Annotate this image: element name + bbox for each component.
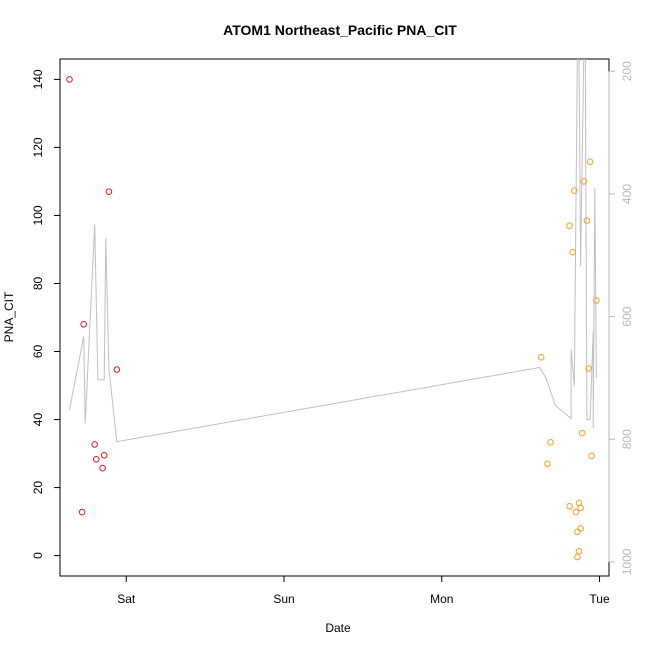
plot-frame bbox=[59, 58, 610, 577]
x-axis: Sat Sun Mon Tue bbox=[117, 575, 610, 606]
y-tick-label: 140 bbox=[31, 69, 45, 89]
series-line bbox=[69, 59, 597, 443]
data-point bbox=[566, 222, 573, 229]
data-point bbox=[566, 503, 573, 510]
data-point bbox=[575, 547, 583, 555]
data-point bbox=[593, 297, 600, 304]
data-point bbox=[113, 366, 121, 373]
x-tick-label: Sat bbox=[117, 592, 136, 606]
y-tick-label: 120 bbox=[31, 137, 45, 157]
y-axis-right: 200 400 600 800 1000 bbox=[608, 61, 634, 575]
x-tick-label: Mon bbox=[430, 592, 453, 606]
y2-tick-label: 800 bbox=[620, 429, 634, 449]
data-point bbox=[544, 460, 551, 468]
y-tick-label: 0 bbox=[31, 552, 45, 559]
y-tick-label: 100 bbox=[31, 205, 45, 225]
y-tick-label: 80 bbox=[31, 276, 45, 290]
data-point bbox=[569, 248, 577, 256]
data-point bbox=[91, 441, 98, 448]
data-point bbox=[574, 528, 581, 536]
pressure-line-layer bbox=[69, 59, 597, 443]
data-point bbox=[93, 456, 100, 463]
data-point bbox=[586, 158, 594, 165]
data-point bbox=[580, 178, 588, 185]
data-point bbox=[572, 508, 580, 516]
x-tick-label: Sun bbox=[273, 592, 294, 606]
data-point bbox=[578, 429, 586, 437]
y-tick-label: 20 bbox=[31, 481, 45, 495]
y2-tick-label: 200 bbox=[620, 61, 634, 81]
data-point bbox=[66, 76, 73, 83]
data-point bbox=[583, 217, 591, 224]
y-tick-label: 40 bbox=[31, 413, 45, 427]
data-point bbox=[80, 321, 87, 328]
y2-tick-label: 400 bbox=[620, 184, 634, 204]
y-axis-label: PNA_CIT bbox=[2, 291, 16, 342]
data-point bbox=[574, 553, 581, 561]
data-point bbox=[577, 504, 584, 512]
chart-title: ATOM1 Northeast_Pacific PNA_CIT bbox=[223, 22, 457, 38]
data-point bbox=[585, 365, 592, 372]
data-point bbox=[99, 464, 106, 472]
x-axis-label: Date bbox=[325, 621, 351, 635]
data-point bbox=[588, 452, 595, 460]
y2-tick-label: 600 bbox=[620, 306, 634, 326]
data-point bbox=[537, 354, 545, 361]
y2-tick-label: 1000 bbox=[620, 548, 634, 575]
points-layer bbox=[66, 76, 600, 561]
data-point bbox=[577, 525, 584, 532]
y-axis-left: 0 20 40 60 80 100 120 140 bbox=[31, 69, 61, 559]
data-point bbox=[547, 439, 554, 446]
x-tick-label: Tue bbox=[589, 592, 610, 606]
data-point bbox=[571, 187, 578, 194]
data-point bbox=[78, 508, 86, 516]
data-point bbox=[100, 452, 108, 459]
y-tick-label: 60 bbox=[31, 345, 45, 359]
data-point bbox=[105, 188, 113, 195]
